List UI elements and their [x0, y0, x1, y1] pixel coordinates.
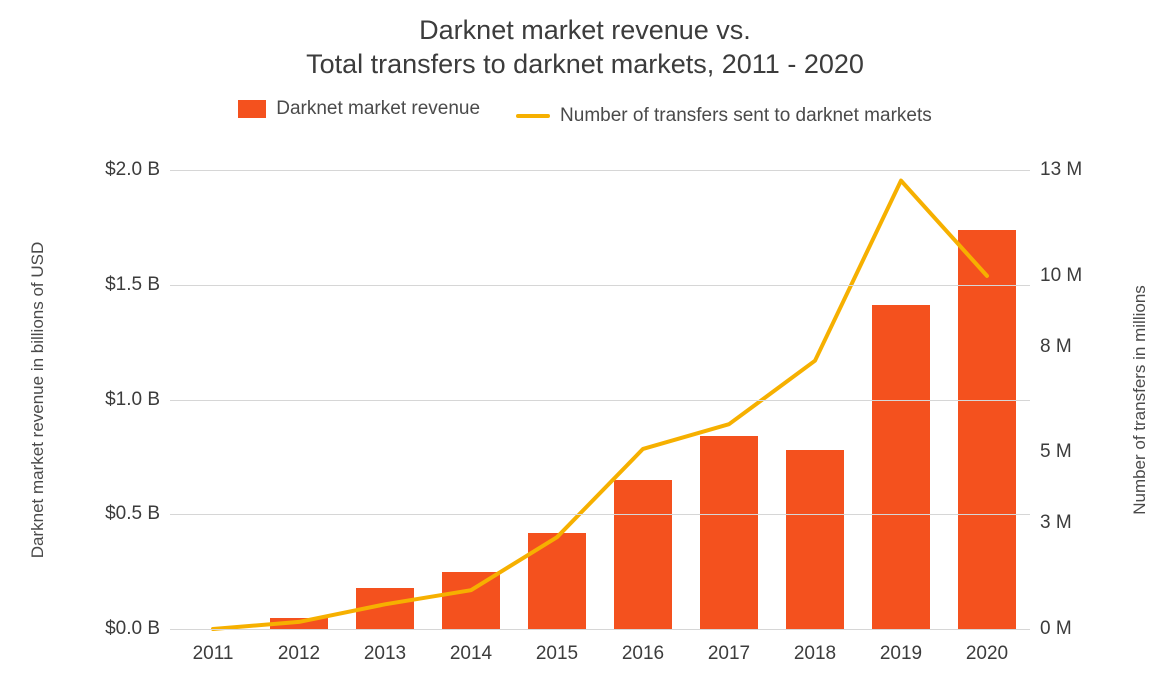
x-tick-label: 2020 — [966, 643, 1008, 665]
x-tick-label: 2011 — [193, 643, 234, 665]
y-left-tick-label: $1.0 B — [105, 389, 170, 411]
plot-area: $0.0 B$0.5 B$1.0 B$1.5 B$2.0 B0 M3 M5 M8… — [170, 170, 1030, 629]
trend-line — [213, 181, 987, 629]
x-tick-label: 2019 — [880, 643, 922, 665]
gridline — [170, 285, 1030, 286]
gridline — [170, 514, 1030, 515]
y-right-tick-label: 13 M — [1030, 159, 1082, 181]
y-right-tick-label: 8 M — [1030, 336, 1072, 358]
legend: Darknet market revenue Number of transfer… — [0, 98, 1170, 127]
y-left-tick-label: $1.5 B — [105, 274, 170, 296]
x-tick-label: 2017 — [708, 643, 750, 665]
chart-title: Darknet market revenue vs. Total transfe… — [0, 14, 1170, 82]
x-tick-label: 2012 — [278, 643, 320, 665]
y-axis-left-label: Darknet market revenue in billions of US… — [28, 241, 48, 558]
y-left-tick-label: $0.0 B — [105, 618, 170, 640]
chart-container: Darknet market revenue vs. Total transfe… — [0, 0, 1170, 699]
x-tick-label: 2018 — [794, 643, 836, 665]
gridline — [170, 400, 1030, 401]
x-tick-label: 2014 — [450, 643, 492, 665]
y-right-tick-label: 0 M — [1030, 618, 1072, 640]
legend-swatch-bar-icon — [238, 100, 266, 118]
y-left-tick-label: $0.5 B — [105, 503, 170, 525]
legend-item: Number of transfers sent to darknet mark… — [516, 105, 932, 127]
x-tick-label: 2016 — [622, 643, 664, 665]
gridline — [170, 170, 1030, 171]
y-axis-right-label: Number of transfers in millions — [1130, 285, 1150, 515]
y-right-tick-label: 5 M — [1030, 441, 1072, 463]
legend-swatch-line-icon — [516, 114, 550, 118]
y-left-tick-label: $2.0 B — [105, 159, 170, 181]
chart-title-line2: Total transfers to darknet markets, 2011… — [0, 48, 1170, 82]
chart-title-line1: Darknet market revenue vs. — [0, 14, 1170, 48]
x-tick-label: 2013 — [364, 643, 406, 665]
legend-label: Darknet market revenue — [276, 98, 480, 120]
x-tick-label: 2015 — [536, 643, 578, 665]
legend-label: Number of transfers sent to darknet mark… — [560, 105, 932, 127]
y-right-tick-label: 10 M — [1030, 265, 1082, 287]
y-right-tick-label: 3 M — [1030, 512, 1072, 534]
legend-item: Darknet market revenue — [238, 98, 480, 120]
gridline — [170, 629, 1030, 630]
